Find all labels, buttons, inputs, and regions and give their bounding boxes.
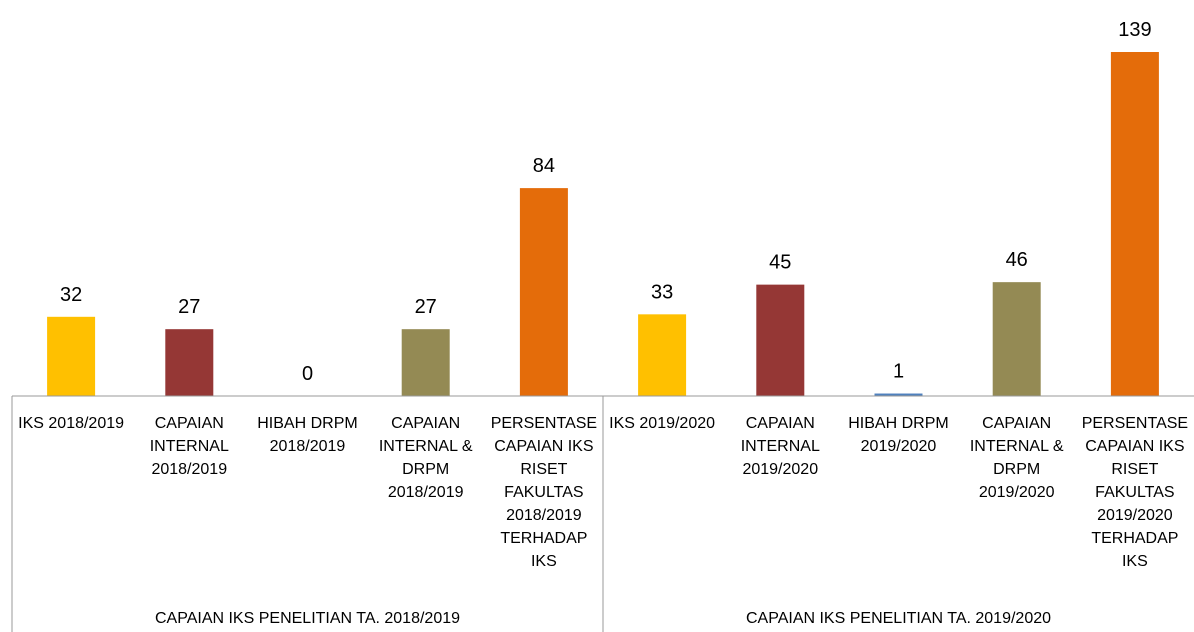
data-label: 46	[1006, 249, 1028, 271]
group-label: CAPAIAN IKS PENELITIAN TA. 2019/2020	[745, 610, 1052, 627]
data-label: 27	[178, 296, 200, 318]
bar	[47, 316, 96, 396]
bar	[756, 284, 805, 396]
data-label: 33	[651, 281, 673, 303]
data-label: 84	[533, 155, 555, 177]
bar	[992, 282, 1041, 396]
data-label: 139	[1118, 19, 1151, 41]
category-label: CAPAIAN INTERNAL 2018/2019	[149, 415, 229, 478]
data-label: 32	[60, 284, 82, 306]
category-label: IKS 2019/2020	[609, 415, 716, 432]
data-label: 45	[769, 252, 791, 274]
category-label: HIBAH DRPM 2018/2019	[257, 415, 358, 455]
bar	[401, 329, 450, 396]
data-label: 1	[893, 361, 904, 383]
category-label: IKS 2018/2019	[18, 415, 125, 432]
group-label: CAPAIAN IKS PENELITIAN TA. 2018/2019	[154, 610, 461, 627]
bar	[874, 393, 923, 396]
category-label: CAPAIAN INTERNAL & DRPM 2018/2019	[378, 415, 473, 501]
category-label: CAPAIAN INTERNAL & DRPM 2019/2020	[969, 415, 1064, 501]
bar	[165, 329, 214, 396]
data-label: 0	[302, 363, 313, 385]
category-label: PERSENTASE CAPAIAN IKS RISET FAKULTAS 20…	[1081, 415, 1189, 570]
bar	[519, 188, 568, 396]
bar	[638, 314, 687, 396]
category-label: CAPAIAN INTERNAL 2019/2020	[740, 415, 820, 478]
category-label: PERSENTASE CAPAIAN IKS RISET FAKULTAS 20…	[490, 415, 598, 570]
category-label: HIBAH DRPM 2019/2020	[848, 415, 949, 455]
data-label: 27	[415, 296, 437, 318]
bar	[1110, 52, 1159, 396]
